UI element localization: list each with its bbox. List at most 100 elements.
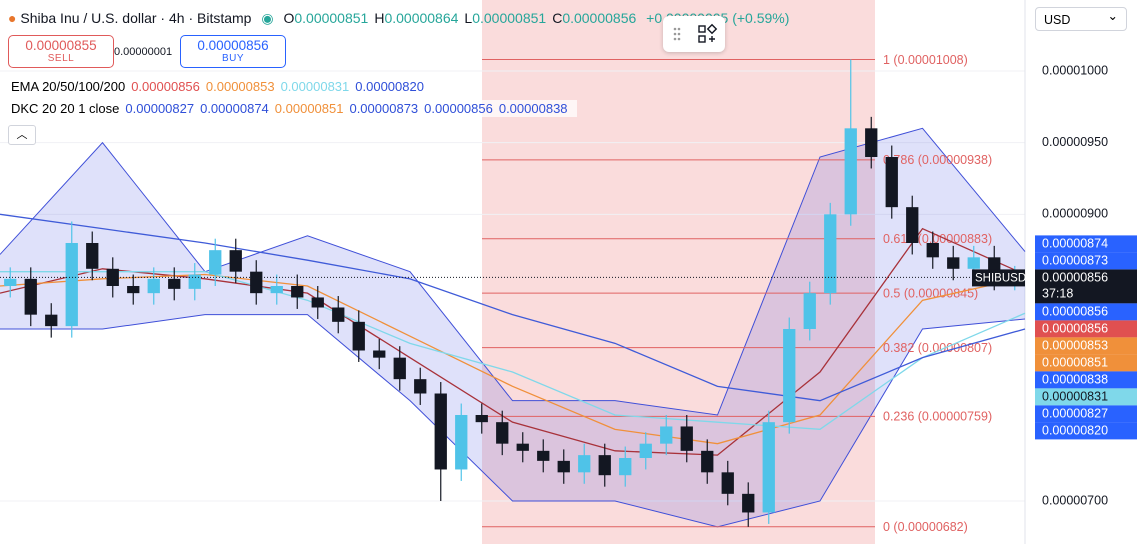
- ohlc-key: O: [283, 10, 295, 26]
- candle-body: [516, 443, 529, 451]
- ema-line: [0, 271, 1026, 430]
- candle-body: [701, 450, 714, 473]
- indicator-value: 0.00000873: [349, 101, 419, 116]
- candle-body: [660, 426, 673, 444]
- price-label-box: [1035, 354, 1137, 372]
- symbol-bar: ● Shiba Inu / U.S. dollar · 4h · Bitstam…: [8, 10, 789, 27]
- price-label-box: [1035, 303, 1137, 321]
- y-tick-label: 0.00000700: [1042, 493, 1108, 507]
- candle-body: [393, 357, 406, 380]
- fib-label: 0.236 (0.00000759): [883, 410, 992, 424]
- indicator-name: DKC 20 20 1 close: [11, 101, 120, 116]
- candle-body: [947, 257, 960, 269]
- toolbar-icons: [673, 23, 718, 43]
- channel-lower: [0, 314, 1026, 528]
- candle-body: [865, 128, 878, 157]
- candle-body: [106, 268, 119, 286]
- candle-body: [127, 285, 140, 294]
- ohlc-key: C: [552, 10, 563, 26]
- ohlc-value: 0.00000864: [384, 10, 459, 26]
- price-label: 0.00000853: [1042, 339, 1108, 353]
- fib-label: 0 (0.00000682): [883, 520, 968, 534]
- buy-price: 0.00000856: [197, 38, 269, 53]
- ema-legend[interactable]: EMA 20/50/100/200 0.00000856 0.00000853 0.0…: [8, 78, 433, 95]
- candle-body: [332, 307, 345, 322]
- fib-label: 1 (0.00001008): [883, 53, 968, 67]
- candle-body: [434, 393, 447, 470]
- buy-label: BUY: [221, 53, 245, 64]
- price-label: 0.00000831: [1042, 390, 1108, 404]
- ema-line: [0, 213, 1026, 402]
- candle-body: [229, 250, 242, 272]
- price-label: 0.00000820: [1042, 424, 1108, 438]
- indicator-value: 0.00000827: [125, 101, 195, 116]
- candle-body: [824, 214, 837, 294]
- indicator-value: 0.00000874: [200, 101, 269, 116]
- candle-body: [414, 379, 427, 394]
- coin-icon: ●: [8, 10, 17, 26]
- last-price-box: [1035, 269, 1137, 304]
- price-label: 0.00000856: [1042, 322, 1108, 336]
- candle-body: [45, 314, 58, 327]
- candle-body: [250, 271, 263, 294]
- candle-body: [455, 414, 468, 470]
- candle-body: [906, 207, 919, 243]
- price-label-box: [1035, 422, 1137, 440]
- last-price-label: 0.00000856: [1042, 271, 1108, 285]
- candle-body: [4, 278, 17, 286]
- candle-body: [496, 422, 509, 444]
- symbol-tag-text: SHIBUSD: [975, 272, 1026, 284]
- toolbar[interactable]: [663, 16, 725, 52]
- price-label: 0.00000873: [1042, 254, 1108, 268]
- candle-body: [721, 472, 734, 494]
- candle-body: [680, 426, 693, 451]
- candle-body: [885, 156, 898, 208]
- sell-price: 0.00000855: [25, 38, 97, 53]
- candle-body: [270, 285, 283, 294]
- ohlc-value: 0.00000851: [472, 10, 547, 26]
- ohlc-key: L: [464, 10, 473, 26]
- candle-body: [311, 297, 324, 308]
- candle-body: [209, 250, 222, 275]
- price-label-box: [1035, 405, 1137, 423]
- indicator-value: 0.00000851: [274, 101, 344, 116]
- price-label: 0.00000838: [1042, 373, 1108, 387]
- buy-button[interactable]: 0.00000856 BUY: [180, 35, 286, 68]
- spread: 0.00000001: [114, 46, 173, 58]
- price-label-box: [1035, 388, 1137, 406]
- price-label-box: [1035, 371, 1137, 389]
- symbol-tag: [972, 269, 1025, 287]
- candle-body: [619, 457, 632, 476]
- indicator-value: 0.00000831: [280, 79, 350, 94]
- collapse-button[interactable]: ︿: [8, 125, 36, 145]
- candle-body: [598, 455, 611, 476]
- candle-body: [578, 455, 591, 473]
- candle-body: [639, 443, 652, 458]
- fib-label: 0.5 (0.00000845): [883, 286, 978, 300]
- price-label: 0.00000874: [1042, 237, 1108, 251]
- currency-select[interactable]: USD: [1035, 4, 1127, 31]
- ema-line: [0, 273, 1026, 445]
- y-tick-label: 0.00000950: [1042, 135, 1108, 149]
- candle-body: [147, 278, 160, 294]
- ohlc: O0.00000851 H0.00000864 L0.00000851 C0.0000…: [283, 10, 642, 26]
- price-label-box: [1035, 337, 1137, 355]
- ohlc-value: 0.00000851: [294, 10, 369, 26]
- candle-body: [803, 293, 816, 329]
- price-label: 0.00000851: [1042, 356, 1108, 370]
- indicator-value: 0.00000856: [424, 101, 493, 116]
- candle-body: [926, 242, 939, 258]
- dkc-legend[interactable]: DKC 20 20 1 close 0.00000827 0.00000874 0.0…: [8, 100, 577, 117]
- candle-body: [24, 278, 37, 315]
- indicator-value: 0.00000853: [205, 79, 275, 94]
- candle-body: [373, 350, 386, 358]
- status-dot: ◉: [261, 10, 274, 26]
- indicator-value: 0.00000838: [498, 101, 568, 116]
- candle-body: [352, 321, 365, 351]
- candle-body: [475, 414, 488, 423]
- sell-button[interactable]: 0.00000855 SELL: [8, 35, 114, 68]
- price-label-box: [1035, 320, 1137, 338]
- candle-body: [65, 242, 78, 327]
